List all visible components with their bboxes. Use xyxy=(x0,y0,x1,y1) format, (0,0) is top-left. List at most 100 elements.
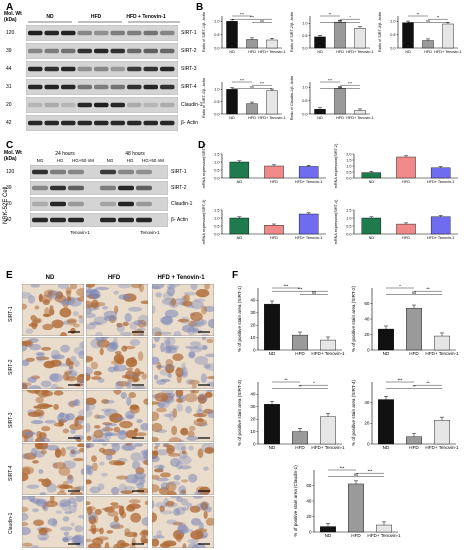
y-tick-label: 20 xyxy=(364,421,370,426)
blot-c-band-2-1 xyxy=(50,201,66,207)
blot-c-mw-0: 120 xyxy=(6,169,15,175)
blot-c-band-label-3: β- Actin xyxy=(171,217,189,223)
sig-label: *** xyxy=(284,284,289,289)
y-tick-label: 1.5 xyxy=(346,208,351,212)
blot-a-band-3-4 xyxy=(94,84,109,90)
blot-a-band-label-1: SIRT-2 xyxy=(181,48,197,54)
y-tick-label: 0.0 xyxy=(214,112,219,116)
x-tick-label-0: ND xyxy=(237,236,243,240)
blot-a-band-2-4 xyxy=(94,66,109,72)
x-tick-label-1: HFD xyxy=(402,236,410,240)
x-tick-label-1: HFD xyxy=(402,180,410,184)
y-tick-label: 1.0 xyxy=(214,160,219,164)
y-axis-label: mRNA expression(SIRT-4) xyxy=(334,199,338,244)
bar-0 xyxy=(264,303,280,351)
lane-c-r1: HG xyxy=(126,158,134,163)
x-tick-label-2: HFD+ Tenovin-1 xyxy=(346,116,373,120)
sig-label: ** xyxy=(437,16,440,20)
blot-c-band-label-1: SIRT-2 xyxy=(171,185,187,191)
sig-label: *** xyxy=(250,16,255,20)
blot-a-band-3-6 xyxy=(127,84,142,90)
blot-a-band-4-6 xyxy=(127,102,142,108)
group-underline-a xyxy=(28,21,180,23)
sig-label: ** xyxy=(417,13,420,17)
blot-a-band-2-8 xyxy=(160,66,175,72)
blot-a-band-1-7 xyxy=(143,48,158,54)
bar-1 xyxy=(264,225,284,235)
x-tick-label-2: HFD+ Tenovin-1 xyxy=(258,116,285,120)
blot-a-band-1-5 xyxy=(110,48,125,54)
blot-a-band-2-5 xyxy=(110,66,125,72)
blot-c-mw-1: 39 xyxy=(6,185,12,191)
blot-c-band-2-0 xyxy=(32,201,48,207)
bar-0 xyxy=(361,217,382,235)
x-tick-label-1: HFD xyxy=(409,445,419,450)
tenovin-label-c-right: Tenovin-1 xyxy=(140,230,160,235)
bar-1 xyxy=(292,431,308,445)
blot-c-band-2-4 xyxy=(118,201,134,207)
bar-2 xyxy=(354,28,366,49)
x-tick-label-1: HFD xyxy=(336,50,344,54)
blot-a-band-5-3 xyxy=(77,120,92,126)
y-tick-label: 0.5 xyxy=(214,100,219,104)
blot-c-band-3-2 xyxy=(68,217,84,223)
x-tick-label-2: HFD+ Tenovin-1 xyxy=(346,50,373,54)
y-tick-label: 0.5 xyxy=(302,99,307,103)
y-axis-label: Ratio of SIRT-1/β- Actin xyxy=(202,12,206,52)
y-tick-label: 0 xyxy=(367,441,370,446)
bar-2 xyxy=(266,90,278,115)
blot-c-band-2-3 xyxy=(100,201,116,207)
group-hfdt-a: HFD + Tenovin-1 xyxy=(126,14,166,20)
y-tick-label: 0.0 xyxy=(214,176,219,180)
bar-2 xyxy=(434,335,450,351)
x-tick-label-0: ND xyxy=(369,236,375,240)
mw-header-a: Mol. Wt (kDa) xyxy=(4,11,22,23)
blot-a-band-0-0 xyxy=(28,30,43,36)
blot-a-band-3-1 xyxy=(44,84,59,90)
y-tick-label: 40 xyxy=(364,316,370,321)
y-tick-label: 0.0 xyxy=(346,232,351,236)
blot-a-band-4-8 xyxy=(160,102,175,108)
bar-2 xyxy=(266,39,278,49)
blot-a-band-label-5: β- Actin xyxy=(181,120,199,126)
blot-a-band-0-2 xyxy=(61,30,76,36)
ihc-row-label-3: SIRT-4 xyxy=(8,465,14,481)
blot-c-band-2-2 xyxy=(68,201,84,207)
chart-b2: Ratio of SIRT-2/β- Actin 0.0 0.5 1.0 ND HFD HF… xyxy=(290,12,374,54)
bar-0 xyxy=(361,172,382,179)
bar-2 xyxy=(320,339,336,351)
ihc-image-0-0 xyxy=(22,284,84,336)
ihc-image-0-2 xyxy=(152,284,214,336)
blot-a-band-1-6 xyxy=(127,48,142,54)
x-tick-label-1: HFD xyxy=(248,50,256,54)
x-tick-label-2: HFD+ Tenovin-1 xyxy=(427,180,454,184)
blot-a-blot-row-4 xyxy=(26,97,178,113)
blot-c-band-3-3 xyxy=(100,217,116,223)
y-axis-label: % of positive stain area (SIRT-3) xyxy=(237,380,242,447)
ihc-image-3-1 xyxy=(86,443,148,495)
sig-label: ** xyxy=(298,384,302,389)
sig-label: ns xyxy=(250,85,254,89)
y-tick-label: 0.0 xyxy=(302,46,307,50)
blot-a-band-3-2 xyxy=(61,84,76,90)
sig-label: ** xyxy=(426,287,430,292)
bar-1 xyxy=(406,436,422,445)
blot-c-blot-row-3 xyxy=(30,213,168,227)
blot-a-band-5-0 xyxy=(28,120,43,126)
ihc-image-4-2 xyxy=(152,496,214,548)
ihc-row-label-1: SIRT-2 xyxy=(8,359,14,375)
y-tick-label: 1.0 xyxy=(214,216,219,220)
blot-a-band-2-6 xyxy=(127,66,142,72)
x-tick-label-2: HFD+ Tenovin-1 xyxy=(295,180,322,184)
blot-a-band-5-6 xyxy=(127,120,142,126)
blot-c-band-0-4 xyxy=(118,169,134,175)
ihc-image-3-2 xyxy=(152,443,214,495)
blot-a-blot-row-5 xyxy=(26,115,178,131)
sig-label: * xyxy=(399,284,401,289)
blot-a-band-label-0: SIRT-1 xyxy=(181,30,197,36)
y-tick-label: 1.0 xyxy=(214,88,219,92)
blot-c-band-0-2 xyxy=(68,169,84,175)
blot-a-blot-row-3 xyxy=(26,79,178,95)
y-tick-label: 0.5 xyxy=(214,33,219,37)
y-tick-label: 0 xyxy=(367,347,370,352)
